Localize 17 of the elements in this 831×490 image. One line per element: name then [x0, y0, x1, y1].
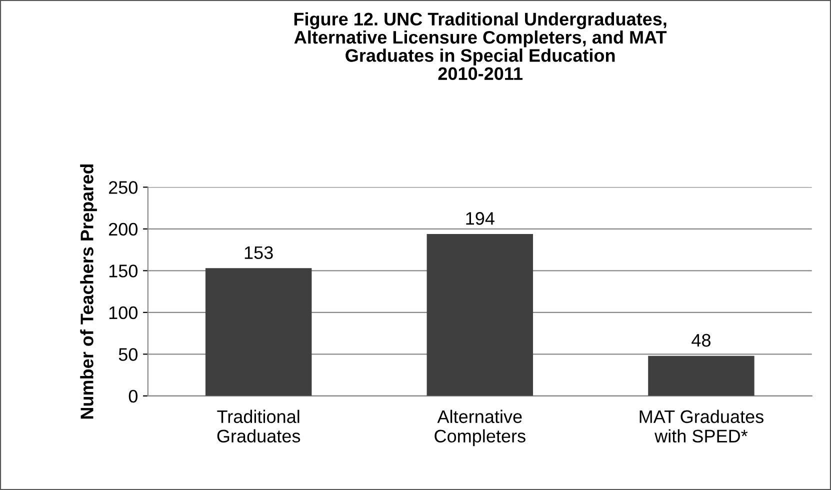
bar — [648, 356, 754, 396]
y-axis-title: Number of Teachers Prepared — [80, 164, 97, 419]
data-label: 153 — [244, 246, 273, 260]
bar — [205, 268, 312, 396]
x-tick-label: Alternative Completers — [434, 410, 526, 446]
y-tick-label: 100 — [109, 306, 138, 320]
x-tick-label: Traditional Graduates — [217, 410, 300, 443]
data-label: 194 — [466, 212, 494, 225]
y-tick-label: 150 — [109, 264, 138, 278]
data-label: 48 — [692, 334, 710, 347]
y-tick-label: 50 — [118, 348, 138, 361]
y-tick-label: 250 — [108, 181, 138, 194]
chart-title: Figure 12. UNC Traditional Undergraduates, Alternative Licensure Completers, and MAT Graduates in Special Education 2010-2011 — [294, 12, 667, 80]
bar — [426, 234, 534, 396]
y-tick-label: 200 — [108, 222, 138, 236]
y-tick-label: 0 — [128, 390, 138, 403]
x-tick-label: MAT Graduates with SPED* — [640, 410, 764, 443]
